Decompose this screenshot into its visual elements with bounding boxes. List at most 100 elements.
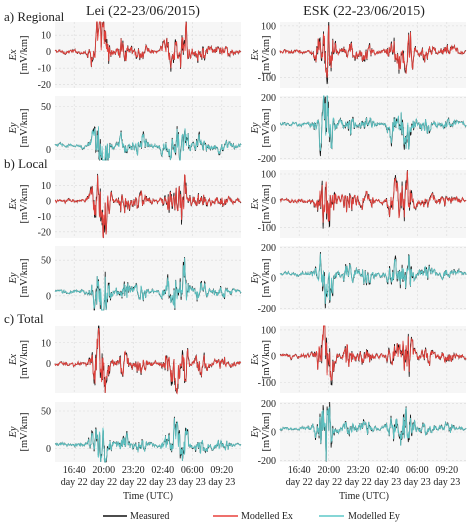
panel-lei-regional-ex: 10 0 -10 -20 Ex [mV/km] [8,21,242,91]
x-tick-day-lei-4: day 23 [179,477,206,488]
panel-lei-total-ey: 50 0 Ey [mV/km] [8,402,242,463]
panel-esk-regional-ey: 200 0 -200 Ey [mV/km] [250,93,467,165]
panel-esk-local-ey: 200 0 -200 Ey [mV/km] [250,243,467,315]
y-tick-label-lei-regional-ex-1: 0 [46,47,51,58]
y-label-bottom-lei-regional-ey: [mV/km] [19,108,30,147]
x-tick-time-lei-4: 06:00 [181,465,204,476]
panel-lei-total-ex: 10 0 Ex [mV/km] [8,325,242,395]
section-label-local: b) Local [4,156,48,171]
y-label-bottom-esk-total-ex: [mV/km] [261,340,272,379]
section-label-total: c) Total [4,311,44,326]
series-modelled-ex-lei-local [54,173,242,239]
panel-esk-regional-ex: 100 0 -100 Ex [mV/km] [250,21,467,88]
y-label-top-lei-regional-ey: Ey [8,122,19,134]
series-modelled-ex-esk-total [279,325,467,381]
y-tick-label-lei-total-ey-0: 50 [41,407,51,418]
y-tick-label-esk-local-ex-2: -100 [258,223,276,234]
x-tick-day-esk-4: day 23 [404,477,431,488]
x-tick-time-lei-1: 20:00 [92,465,115,476]
y-tick-label-lei-local-ey-0: 50 [41,256,51,267]
series-modelled-ey-esk-regional [279,95,467,151]
panel-background-lei-regional-ey [55,96,241,160]
panel-lei-local-ey: 50 0 Ey [mV/km] [8,246,242,311]
series-modelled-ey-lei-regional [54,126,242,161]
y-label-bottom-lei-total-ex: [mV/km] [19,340,30,379]
y-tick-label-lei-total-ex-0: 10 [41,338,51,349]
y-label-top-esk-local-ey: Ey [250,272,261,284]
y-label-bottom-esk-regional-ex: [mV/km] [261,35,272,74]
series-modelled-ex-esk-regional [279,25,466,78]
y-label-top-esk-regional-ex: Ex [250,49,261,61]
panel-esk-local-ex: 100 0 -100 Ex [mV/km] [250,170,467,238]
y-tick-label-lei-local-ex-2: -10 [38,212,51,223]
y-tick-label-lei-regional-ey-1: 0 [46,145,51,156]
y-label-top-esk-local-ex: Ex [250,198,261,210]
y-tick-label-esk-total-ex-2: -100 [258,378,276,389]
y-tick-label-lei-regional-ex-2: -10 [38,64,51,75]
x-tick-time-esk-4: 06:00 [406,465,429,476]
x-tick-time-lei-0: 16:40 [63,465,86,476]
series-modelled-ey-esk-total [279,406,467,462]
panel-lei-regional-ey: 50 0 Ey [mV/km] [8,96,242,161]
y-tick-label-lei-local-ey-1: 0 [46,291,51,302]
panel-background-esk-local-ex [280,170,466,238]
x-tick-day-lei-2: day 22 [120,477,147,488]
y-tick-label-esk-regional-ey-1: 0 [271,124,276,135]
y-tick-label-esk-total-ex-0: 100 [261,325,276,336]
y-label-top-esk-total-ex: Ex [250,354,261,366]
y-tick-label-esk-total-ey-0: 200 [261,399,276,410]
y-tick-label-esk-regional-ex-2: -100 [258,73,276,84]
y-label-bottom-esk-total-ey: [mV/km] [261,412,272,451]
y-label-top-lei-total-ey: Ey [8,426,19,438]
legend-label-modelled-ey: Modelled Ey [348,511,400,522]
panel-background-lei-total-ey [55,402,241,462]
panel-background-esk-regional-ex [280,22,466,88]
y-tick-label-esk-regional-ex-0: 100 [261,21,276,32]
y-label-top-lei-total-ex: Ex [8,354,19,366]
legend: Measured Modelled Ex Modelled Ey [103,511,400,522]
y-tick-label-esk-total-ey-1: 0 [271,428,276,439]
y-tick-label-lei-regional-ey-0: 50 [41,102,51,113]
series-modelled-ey-lei-local [54,257,242,311]
y-tick-label-esk-total-ex-1: 0 [271,352,276,363]
y-label-top-esk-total-ey: Ey [250,426,261,438]
y-label-bottom-esk-local-ex: [mV/km] [261,184,272,223]
x-tick-time-lei-2: 23:20 [122,465,145,476]
series-modelled-ex-lei-total [54,328,242,395]
x-tick-day-esk-1: day 22 [315,477,342,488]
x-tick-day-esk-0: day 22 [286,477,313,488]
y-tick-label-esk-local-ex-0: 100 [261,170,276,181]
x-tick-time-esk-3: 02:40 [376,465,399,476]
panel-background-lei-local-ey [55,246,241,310]
y-tick-label-esk-local-ey-2: -200 [258,304,276,315]
column-title-esk: ESK (22-23/06/2015) [303,4,425,19]
x-tick-time-lei-5: 09:20 [210,465,233,476]
y-label-bottom-esk-regional-ey: [mV/km] [261,108,272,147]
y-label-bottom-esk-local-ey: [mV/km] [261,258,272,297]
x-tick-time-esk-2: 23:20 [347,465,370,476]
legend-label-modelled-ex: Modelled Ex [241,511,293,522]
y-label-bottom-lei-local-ex: [mV/km] [19,184,30,223]
panel-lei-local-ex: 10 0 -10 -20 Ex [mV/km] [8,170,242,239]
x-tick-day-esk-5: day 23 [433,477,460,488]
y-tick-label-esk-regional-ey-2: -200 [258,154,276,165]
column-title-lei: Lei (22-23/06/2015) [86,4,200,19]
y-tick-label-esk-local-ey-0: 200 [261,243,276,254]
y-tick-label-esk-regional-ey-0: 200 [261,93,276,104]
y-tick-label-lei-regional-ex-3: -20 [38,80,51,91]
y-tick-label-lei-local-ex-1: 0 [46,196,51,207]
y-label-bottom-lei-local-ey: [mV/km] [19,258,30,297]
section-label-regional: a) Regional [4,9,65,24]
y-tick-label-esk-total-ey-2: -200 [258,456,276,467]
y-label-bottom-lei-total-ey: [mV/km] [19,412,30,451]
x-tick-day-lei-1: day 22 [90,477,117,488]
panel-background-lei-regional-ex [55,22,241,88]
y-tick-label-lei-regional-ex-0: 10 [41,31,51,42]
series-modelled-ey-esk-local [279,253,467,304]
panel-esk-total-ex: 100 0 -100 Ex [mV/km] [250,325,467,393]
x-axis-label-lei: Time (UTC) [123,491,173,502]
x-tick-time-esk-0: 16:40 [288,465,311,476]
